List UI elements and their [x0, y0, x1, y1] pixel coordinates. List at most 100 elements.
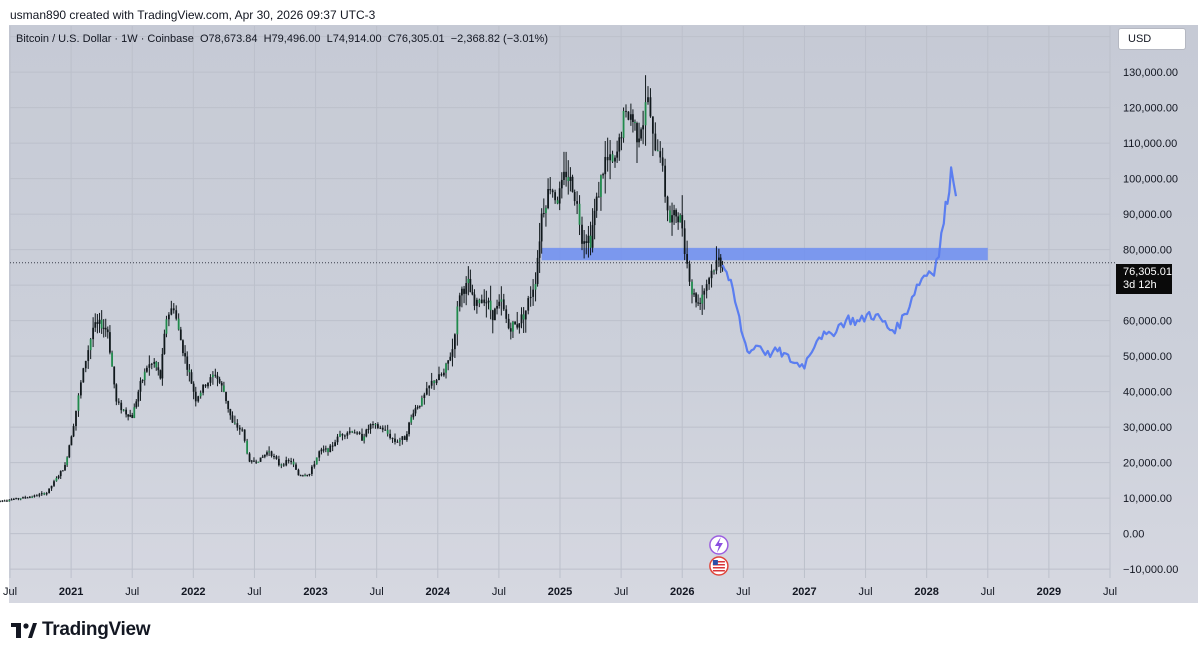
time-axis-label: 2027 [792, 586, 816, 598]
candle-body [35, 495, 38, 497]
candle [545, 205, 547, 227]
candle [358, 431, 361, 435]
candle [489, 285, 492, 320]
candle [430, 372, 433, 389]
candle-body [703, 290, 706, 295]
candle-body [220, 382, 223, 386]
candle-body [540, 213, 543, 242]
candle [491, 309, 494, 334]
candle-body [705, 284, 708, 291]
candle-body [148, 364, 151, 368]
candle-body [536, 257, 539, 284]
candle-body [473, 294, 476, 306]
candle [625, 104, 627, 118]
price-axis-label: 30,000.00 [1123, 422, 1172, 434]
candle-body [717, 257, 720, 261]
candle [602, 172, 604, 179]
candle [401, 436, 404, 445]
candle [229, 408, 232, 420]
candle [35, 494, 38, 497]
tradingview-logo[interactable]: TradingView [11, 619, 151, 641]
time-axis-label: Jul [125, 586, 139, 598]
candle [563, 151, 565, 186]
bar-countdown: 3d 12h [1123, 279, 1157, 291]
candle [79, 380, 82, 399]
candle-body [339, 434, 341, 437]
candle [664, 158, 667, 203]
candle-body [33, 495, 36, 497]
candle-body [414, 408, 417, 414]
candle-body [102, 327, 105, 329]
candle-body [567, 177, 570, 182]
candle [12, 497, 15, 501]
candle-body [243, 429, 246, 441]
candle [560, 172, 563, 199]
candle-body [591, 225, 594, 248]
candle-body [527, 298, 530, 311]
candle [453, 333, 456, 358]
currency-button[interactable]: USD [1118, 28, 1186, 50]
candle [92, 317, 95, 348]
candle [148, 355, 151, 376]
candle-body [451, 349, 454, 357]
candle [699, 297, 702, 310]
candle-body [313, 464, 316, 467]
candle-body [141, 380, 144, 382]
candle [348, 427, 351, 435]
candle-body [361, 433, 363, 441]
candle [353, 429, 356, 434]
candle [236, 419, 239, 431]
candle [301, 474, 304, 477]
candle-body [40, 493, 43, 495]
candle [597, 181, 600, 198]
candle [351, 430, 354, 434]
candle-body [686, 254, 689, 264]
candle-body [53, 481, 55, 486]
candle [703, 288, 706, 310]
candle [379, 425, 382, 430]
chart-area[interactable] [9, 25, 1198, 603]
candle [647, 86, 649, 105]
candle-body [84, 360, 87, 369]
candle-body [627, 111, 630, 120]
candle [96, 314, 99, 334]
candle-body [604, 156, 607, 175]
candle-body [211, 374, 214, 378]
candle-body [263, 454, 266, 457]
candle [190, 369, 193, 384]
candle-body [681, 215, 684, 229]
candle [22, 496, 24, 499]
candle-body [253, 460, 255, 462]
candle-body [72, 426, 75, 437]
candle [137, 389, 140, 407]
candle [125, 407, 128, 418]
candle [131, 412, 134, 419]
candle [381, 425, 384, 433]
candle [406, 431, 408, 442]
candle-body [534, 283, 537, 290]
candle [204, 384, 207, 388]
candle [695, 292, 697, 308]
candle [440, 372, 443, 377]
candle-body [697, 302, 700, 304]
candle [135, 399, 138, 409]
candle [280, 463, 283, 469]
candle-body [522, 314, 525, 320]
candle [257, 461, 260, 463]
price-axis-label: 130,000.00 [1123, 67, 1178, 79]
candle-body [651, 116, 654, 134]
candle [609, 140, 612, 180]
candle [38, 492, 41, 498]
candle-body [94, 322, 97, 328]
candle [496, 299, 498, 315]
candle [604, 141, 607, 194]
candle-body [597, 196, 600, 198]
candle [587, 225, 590, 258]
candle [72, 423, 75, 438]
candle [120, 399, 123, 414]
candle [104, 318, 107, 337]
candle-body [719, 257, 722, 267]
candle-body [589, 235, 592, 248]
candle-body [430, 380, 433, 386]
